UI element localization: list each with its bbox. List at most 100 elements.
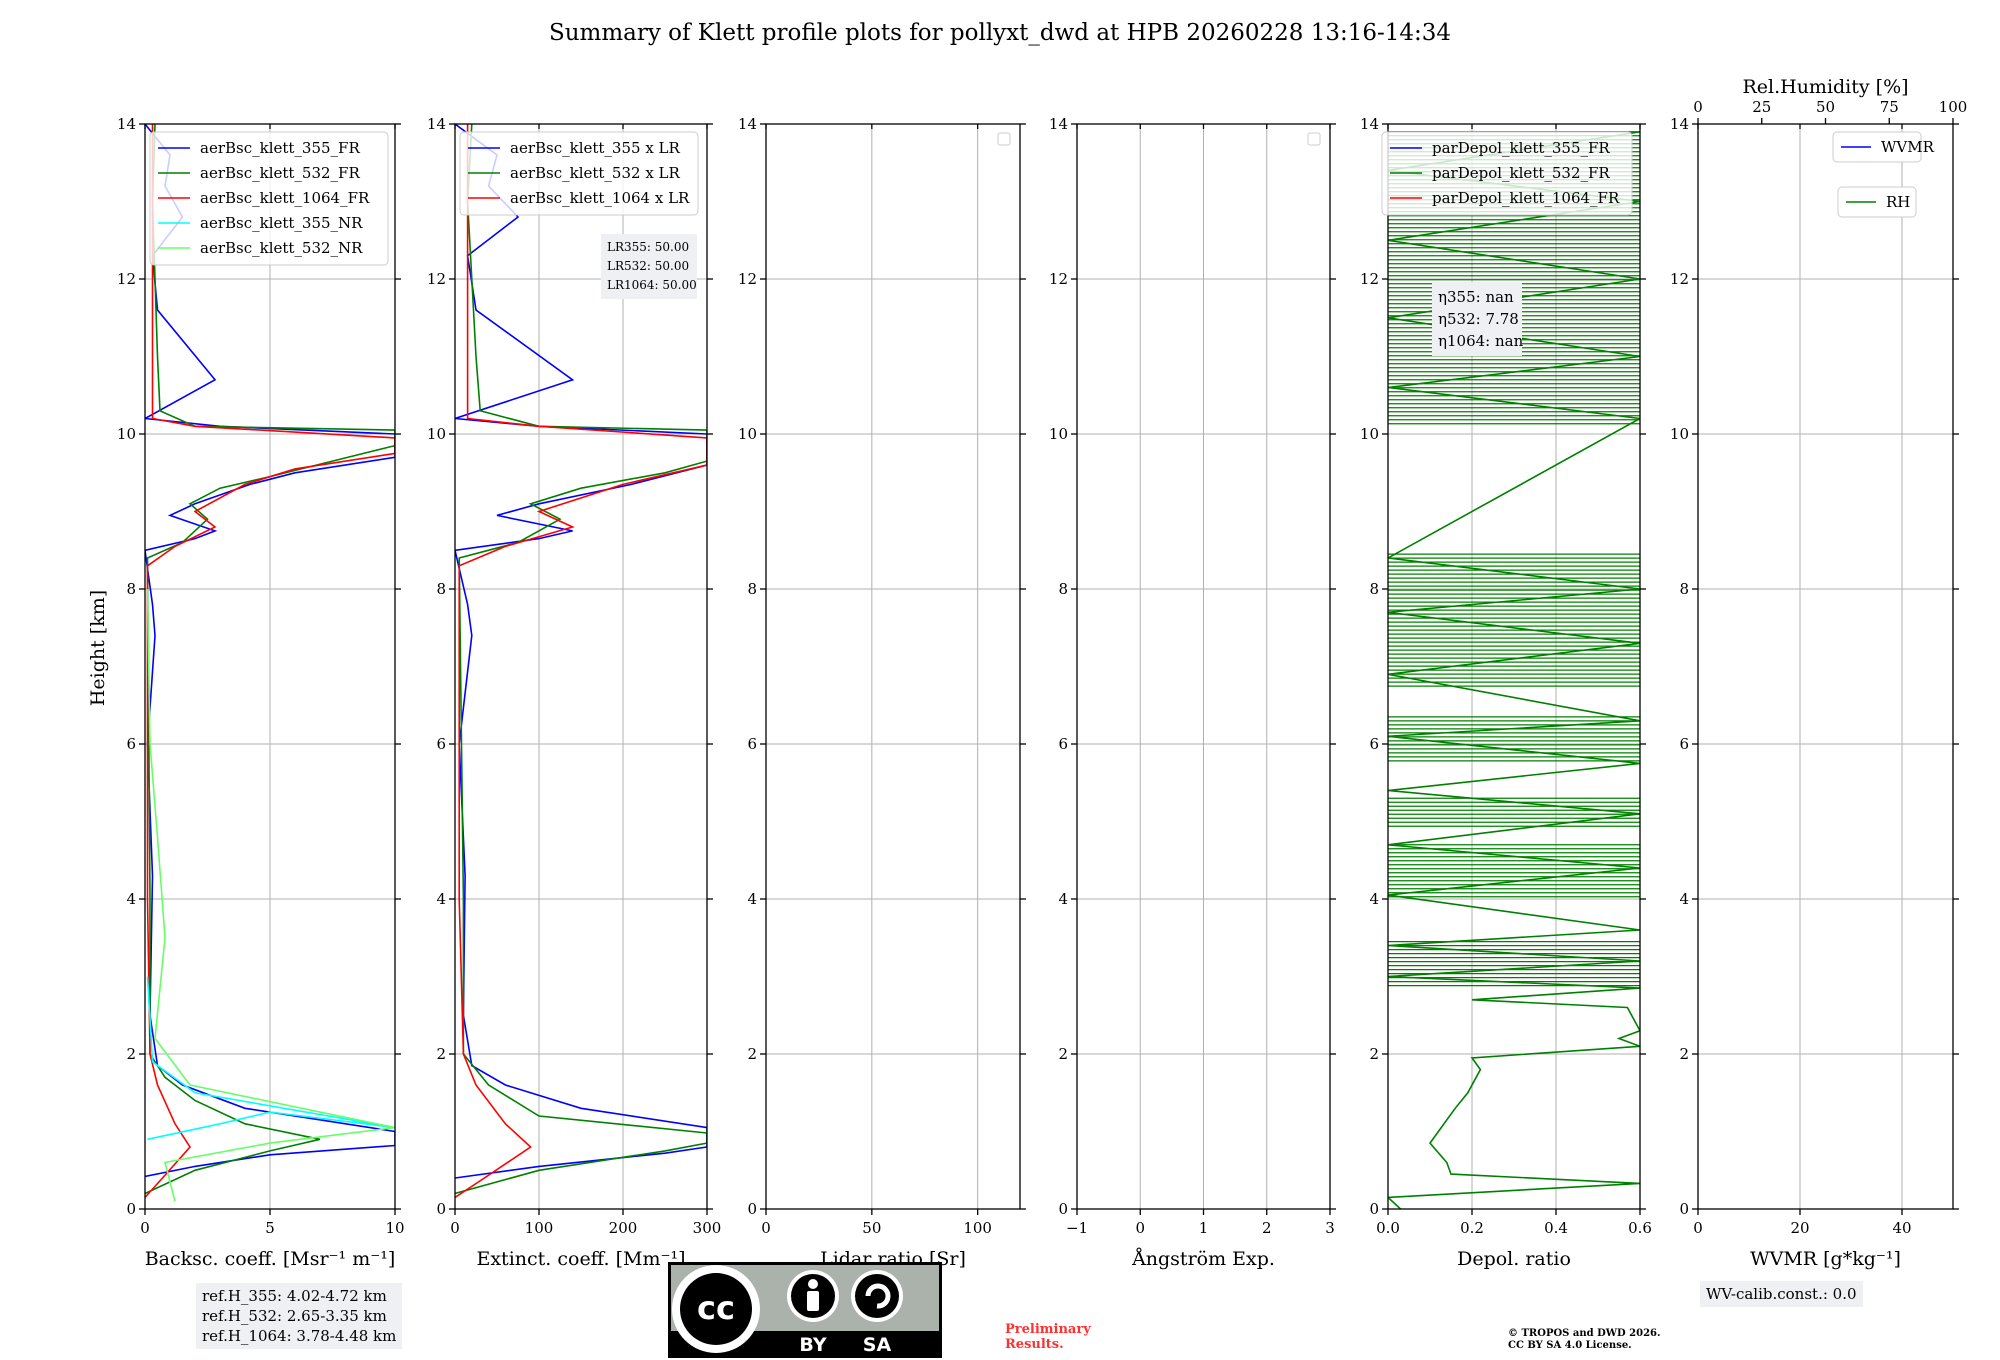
panel-bsc: 0 5 10 0 2 4 6 8 10 12 14 Backsc. coeff. [Msr⁻¹ m⁻¹… xyxy=(117,115,405,1270)
x2-tick-label: 0 xyxy=(1693,98,1703,116)
y-tick-label: 2 xyxy=(747,1045,757,1063)
y-tick-label: 4 xyxy=(436,890,446,908)
x-tick-label: 0.0 xyxy=(1376,1219,1400,1237)
cc-circle-inner xyxy=(680,1273,752,1345)
x-tick-label: 0.4 xyxy=(1544,1219,1568,1237)
y-tick-label: 4 xyxy=(1369,890,1379,908)
legend-box xyxy=(459,131,699,216)
x-tick-label: 10 xyxy=(385,1219,404,1237)
series-line-aerBsc_klett_1064_FR xyxy=(145,124,395,1198)
y-tick-label: 0 xyxy=(126,1200,136,1218)
series-line-aerBsc_klett_1064 x LR xyxy=(455,124,707,1199)
series-line-aerBsc_klett_532_FR xyxy=(145,124,395,1195)
y-tick-label: 6 xyxy=(436,735,446,753)
ref-heights-box: ref.H_355: 4.02-4.72 km ref.H_532: 2.65-… xyxy=(196,1283,403,1349)
annotation-line: LR532: 50.00 xyxy=(607,259,689,273)
x-axis-label: Depol. ratio xyxy=(1457,1248,1571,1270)
legend-box xyxy=(149,131,389,266)
legend-label: parDepol_klett_1064_FR xyxy=(1432,189,1620,207)
preliminary-note: Preliminary Results. xyxy=(1005,1322,1091,1352)
y-tick-label: 2 xyxy=(126,1045,136,1063)
preliminary-line-1: Preliminary xyxy=(1005,1322,1091,1337)
series-line-aerBsc_klett_355_NR xyxy=(146,976,395,1141)
legend-box xyxy=(1381,131,1633,216)
by-person-head-icon xyxy=(808,1279,818,1289)
y-tick-label: 8 xyxy=(126,580,136,598)
y-tick-label: 12 xyxy=(1360,270,1379,288)
y-tick-label: 4 xyxy=(1058,890,1068,908)
x-axis-label: Ångström Exp. xyxy=(1131,1248,1275,1270)
y-tick-label: 6 xyxy=(126,735,136,753)
x-tick-label: 100 xyxy=(963,1219,992,1237)
plot-frame xyxy=(1697,123,1954,1210)
y-tick-label: 6 xyxy=(1679,735,1689,753)
y-tick-label: 12 xyxy=(1670,270,1689,288)
x-tick-label: 50 xyxy=(862,1219,881,1237)
x-axis-label: WVMR [g*kg⁻¹] xyxy=(1750,1248,1901,1270)
y-tick-label: 4 xyxy=(1679,890,1689,908)
y-tick-label: 10 xyxy=(1670,425,1689,443)
x-tick-label: 0 xyxy=(1693,1219,1703,1237)
y-tick-label: 10 xyxy=(738,425,757,443)
y-tick-label: 4 xyxy=(126,890,136,908)
y-tick-label: 12 xyxy=(117,270,136,288)
x-axis-label: Backsc. coeff. [Msr⁻¹ m⁻¹] xyxy=(145,1248,396,1270)
series-line-aerBsc_klett_532 x LR xyxy=(455,124,707,1195)
legend-label: WVMR xyxy=(1881,138,1935,156)
x-tick-label: 2 xyxy=(1262,1219,1272,1237)
y-tick-label: 0 xyxy=(1679,1200,1689,1218)
plot-frame xyxy=(1387,123,1641,1210)
y-tick-label: 4 xyxy=(747,890,757,908)
x2-tick-label: 75 xyxy=(1880,98,1899,116)
copyright-line-2: CC BY SA 4.0 License. xyxy=(1508,1340,1632,1351)
copyright-line-1: © TROPOS and DWD 2026. xyxy=(1508,1328,1661,1339)
y-tick-label: 10 xyxy=(427,425,446,443)
y-tick-label: 10 xyxy=(117,425,136,443)
x-tick-label: 20 xyxy=(1790,1219,1809,1237)
sa-label: SA xyxy=(863,1334,892,1356)
x-tick-label: 3 xyxy=(1325,1219,1335,1237)
y-tick-label: 14 xyxy=(1360,115,1379,133)
y-tick-label: 8 xyxy=(436,580,446,598)
annotation-box xyxy=(1432,282,1522,356)
preliminary-line-2: Results. xyxy=(1005,1337,1064,1352)
legend-label: aerBsc_klett_355 x LR xyxy=(510,139,681,157)
series-line-aerBsc_klett_355_FR xyxy=(145,124,395,1178)
ref-height-355: ref.H_355: 4.02-4.72 km xyxy=(202,1287,387,1305)
y-tick-label: 14 xyxy=(1670,115,1689,133)
panel-dep: 0.0 0.2 0.4 0.6 0 2 4 6 8 10 12 14 Depol. ratio parDe… xyxy=(1360,115,1652,1270)
y-tick-label: 2 xyxy=(1058,1045,1068,1063)
ref-height-532: ref.H_532: 2.65-3.35 km xyxy=(202,1307,387,1325)
annotation-line: LR1064: 50.00 xyxy=(607,278,697,292)
x-tick-label: 0.6 xyxy=(1628,1219,1652,1237)
legend-label: aerBsc_klett_1064 x LR xyxy=(510,189,690,207)
sa-arrow-icon xyxy=(865,1283,891,1309)
x-tick-label: 1 xyxy=(1199,1219,1209,1237)
sa-circle-inner xyxy=(855,1274,899,1318)
y-axis-label: Height [km] xyxy=(87,590,109,706)
x-tick-label: 0 xyxy=(140,1219,150,1237)
y-tick-label: 12 xyxy=(427,270,446,288)
y-tick-label: 2 xyxy=(1369,1045,1379,1063)
annotation-line: η1064: nan xyxy=(1438,332,1524,350)
y-tick-label: 0 xyxy=(747,1200,757,1218)
x-tick-label: −1 xyxy=(1066,1219,1088,1237)
x-tick-label: 5 xyxy=(265,1219,275,1237)
figure-title: Summary of Klett profile plots for polly… xyxy=(548,20,1452,46)
by-label: BY xyxy=(799,1334,826,1356)
x2-tick-label: 25 xyxy=(1752,98,1771,116)
cc-letters: cc xyxy=(697,1289,735,1327)
y-tick-label: 12 xyxy=(738,270,757,288)
y-tick-label: 6 xyxy=(1058,735,1068,753)
plot-frame xyxy=(765,123,1021,1210)
legend-label: RH xyxy=(1886,193,1910,211)
ref-height-1064: ref.H_1064: 3.78-4.48 km xyxy=(202,1327,397,1345)
y-tick-label: 0 xyxy=(436,1200,446,1218)
plot-frame xyxy=(454,123,708,1210)
y-tick-label: 14 xyxy=(427,115,446,133)
y-tick-label: 8 xyxy=(1058,580,1068,598)
y-tick-label: 8 xyxy=(1369,580,1379,598)
empty-legend-box xyxy=(1307,132,1321,146)
